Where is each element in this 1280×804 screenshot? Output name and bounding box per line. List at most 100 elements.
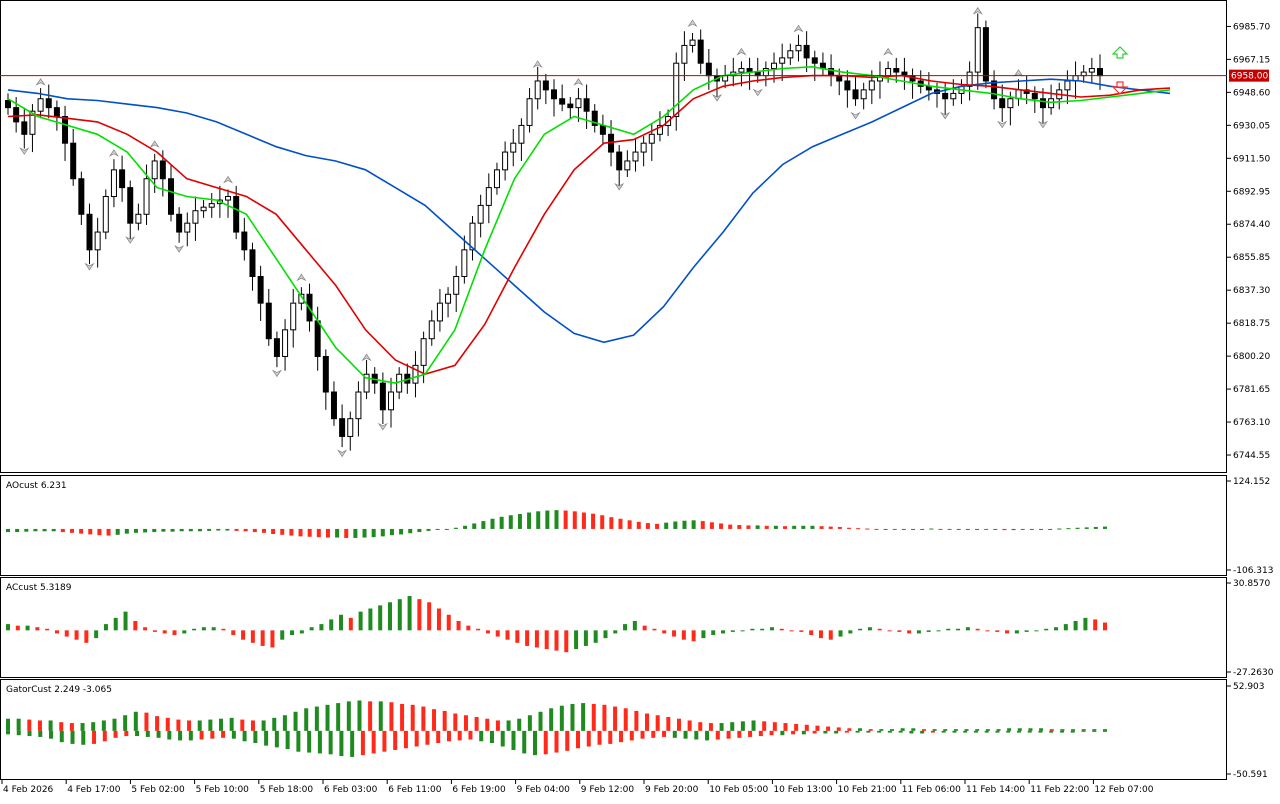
candle <box>445 293 452 304</box>
ac-bar <box>358 611 363 631</box>
gator-down-bar <box>1103 730 1107 732</box>
gator-up-bar <box>80 723 85 731</box>
ao-bar <box>106 528 111 536</box>
ac-bar <box>6 624 10 631</box>
gator-down-bar <box>866 730 871 733</box>
gator-down-bar <box>49 730 54 739</box>
ac-bar <box>867 627 872 631</box>
gator-down-bar <box>339 730 344 757</box>
ao-bar <box>874 528 879 530</box>
ac-bar <box>740 630 745 632</box>
gator-down-bar <box>6 730 10 735</box>
ao-bar <box>837 526 842 529</box>
ac-bar <box>779 628 784 631</box>
fractal-up-icon <box>149 140 160 148</box>
ac-bar <box>1005 630 1010 634</box>
time-tick-label: 11 Feb 22:00 <box>1030 785 1089 795</box>
candle <box>795 44 802 52</box>
gator-up-bar <box>165 717 170 731</box>
candle <box>135 213 142 224</box>
ac-bar <box>466 625 471 631</box>
gator-up-bar <box>953 729 958 731</box>
candle <box>982 27 989 82</box>
gator-down-bar <box>489 730 494 744</box>
gator-down-bar <box>59 730 64 743</box>
gator-up-bar <box>314 706 319 731</box>
ac-bar <box>25 625 30 631</box>
candle <box>518 124 525 144</box>
gator-down-bar <box>769 730 774 736</box>
ao-bar <box>1066 528 1071 530</box>
gator-down-bar <box>1049 730 1054 733</box>
ac-bar <box>162 630 167 634</box>
ao-bar <box>719 523 724 529</box>
ao-bar <box>828 526 833 529</box>
ao-bar <box>591 513 596 529</box>
ac-bar <box>525 630 530 646</box>
ac-bar <box>1044 628 1049 631</box>
gator-down-bar <box>1038 730 1043 733</box>
gator-down-bar <box>457 730 462 741</box>
candle <box>542 80 549 91</box>
current-price-tag <box>1229 69 1269 82</box>
ac-bar <box>858 628 863 631</box>
gator-up-bar <box>559 705 564 731</box>
ao-bar <box>426 528 431 531</box>
gator-down-bar <box>1016 730 1021 733</box>
gator-up-bar <box>751 720 756 731</box>
gator-down-bar <box>1081 730 1086 732</box>
gator-down-bar <box>1059 730 1064 733</box>
gator-up-bar <box>975 729 980 731</box>
gator-up-bar <box>197 720 202 731</box>
ao-bar <box>325 528 330 538</box>
candle <box>485 187 492 206</box>
gator-up-bar <box>442 710 447 731</box>
candle <box>21 121 28 135</box>
gator-up-bar <box>581 703 586 731</box>
ao-bar <box>527 512 532 529</box>
candle <box>290 302 297 331</box>
fractal-markers <box>19 7 1048 458</box>
ao-bar <box>316 528 321 538</box>
ao-bar <box>609 517 614 529</box>
ac-bar <box>319 624 324 631</box>
fractal-up-icon <box>573 78 584 86</box>
candle <box>53 107 60 118</box>
ac-bar <box>799 630 804 632</box>
gator-down-bar <box>619 730 624 743</box>
gator-up-bar <box>453 713 458 731</box>
ac-bar <box>691 630 696 642</box>
gator-up-bar <box>1039 728 1044 731</box>
ac-bar <box>505 630 510 640</box>
ac-bar <box>730 630 735 632</box>
gator-up-bar <box>240 719 245 731</box>
ao-bar <box>737 525 742 529</box>
candle <box>689 39 696 46</box>
fractal-up-icon <box>793 24 804 33</box>
gator-up-bar <box>37 720 42 731</box>
candle <box>159 160 166 180</box>
candle <box>640 142 647 153</box>
ac-bar <box>250 630 255 643</box>
ac-bar <box>534 630 539 648</box>
ao-bar <box>1103 526 1107 529</box>
candle <box>347 418 354 437</box>
candle <box>974 27 981 73</box>
ac-bar <box>769 627 774 631</box>
ac-bar <box>907 630 912 634</box>
fractal-down-icon <box>997 120 1008 129</box>
ac-bar <box>721 630 726 634</box>
gator-down-bar <box>167 730 172 740</box>
ac-bar <box>309 627 314 631</box>
ao-bar <box>536 511 541 529</box>
ao-bar <box>499 516 504 529</box>
ac-bar <box>84 630 89 643</box>
candle <box>469 222 476 251</box>
candle <box>70 142 77 180</box>
gator-down-bar <box>640 730 645 739</box>
gator-down-bar <box>468 730 473 740</box>
ac-bar <box>701 630 706 639</box>
ao-bar <box>371 528 376 538</box>
time-tick-label: 10 Feb 13:00 <box>773 785 832 795</box>
